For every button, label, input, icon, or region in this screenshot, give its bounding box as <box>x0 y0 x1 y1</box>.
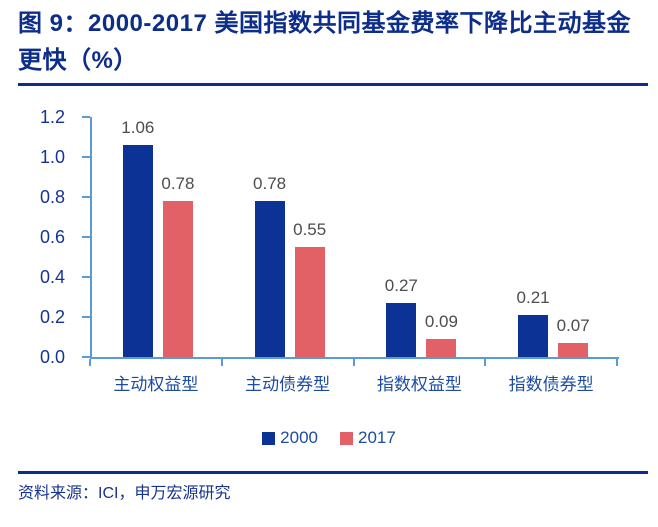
bar-value-label: 1.06 <box>121 118 155 137</box>
x-axis-label: 主动债券型 <box>245 375 331 394</box>
y-tick-mark <box>82 356 90 358</box>
x-axis-label: 指数权益型 <box>376 375 462 394</box>
legend-label-2000: 2000 <box>280 428 318 447</box>
x-tick-mark <box>484 359 486 366</box>
title-divider <box>18 83 648 86</box>
x-axis-label: 指数债券型 <box>508 375 594 394</box>
y-tick-label: 0.0 <box>39 347 65 367</box>
bar-value-label: 0.55 <box>293 220 327 239</box>
bar-column: 0.21 <box>517 288 550 357</box>
x-tick-mark <box>616 359 618 366</box>
x-axis-labels: 主动权益型 主动债券型 指数权益型 指数债券型 <box>90 370 617 395</box>
bar-column: 1.06 <box>121 118 154 357</box>
y-tick-mark <box>82 236 90 238</box>
bar-2000 <box>518 315 549 357</box>
bar-groups: 1.06 0.78 0.78 0.55 0.27 0.09 0.21 0.07 <box>92 117 619 357</box>
bar-column: 0.78 <box>161 174 194 357</box>
y-tick-mark <box>82 196 90 198</box>
bar-value-label: 0.78 <box>253 174 287 193</box>
bar-2017 <box>162 201 193 357</box>
y-tick-mark <box>82 276 90 278</box>
bar-column: 0.09 <box>425 312 458 357</box>
legend-item-2000: 2000 <box>262 428 318 448</box>
figure-title: 图 9：2000-2017 美国指数共同基金费率下降比主动基金更快（%） <box>18 10 631 74</box>
y-tick-label: 0.4 <box>39 267 65 287</box>
bar-group: 0.27 0.09 <box>356 276 488 357</box>
plot-area: 1.06 0.78 0.78 0.55 0.27 0.09 0.21 0.07 <box>90 117 619 359</box>
bar-group: 0.78 0.55 <box>224 174 356 357</box>
bar-2000 <box>254 201 285 357</box>
x-axis-label: 主动权益型 <box>113 375 199 394</box>
y-tick-label: 0.2 <box>39 307 65 327</box>
bar-group: 0.21 0.07 <box>487 288 619 357</box>
bar-value-label: 0.07 <box>556 316 590 335</box>
y-tick-label: 1.2 <box>39 107 65 127</box>
y-tick-mark <box>82 156 90 158</box>
bar-value-label: 0.09 <box>424 312 458 331</box>
legend: 2000 2017 <box>0 428 658 448</box>
bar-value-label: 0.78 <box>161 174 195 193</box>
source-note: 资料来源：ICI，申万宏源研究 <box>18 485 231 502</box>
y-tick-label: 0.8 <box>39 187 65 207</box>
y-tick-mark <box>82 316 90 318</box>
legend-swatch-2000 <box>262 431 276 445</box>
bar-2017 <box>558 343 589 357</box>
y-tick-label: 0.6 <box>39 227 65 247</box>
bar-value-label: 0.21 <box>516 288 550 307</box>
bar-2017 <box>294 247 325 357</box>
legend-label-2017: 2017 <box>358 428 396 447</box>
bar-group: 1.06 0.78 <box>92 118 224 357</box>
y-tick-mark <box>82 116 90 118</box>
bar-column: 0.55 <box>293 220 326 357</box>
x-tick-mark <box>89 359 91 366</box>
bar-column: 0.07 <box>557 316 590 357</box>
bar-chart: 1.2 1.0 0.8 0.6 0.4 0.2 0.0 1.06 0.78 0.78 0.55 0.… <box>0 100 658 460</box>
legend-item-2017: 2017 <box>340 428 396 448</box>
bar-value-label: 0.27 <box>384 276 418 295</box>
bar-column: 0.78 <box>253 174 286 357</box>
x-tick-mark <box>353 359 355 366</box>
footer-divider <box>18 471 648 474</box>
bar-2000 <box>386 303 417 357</box>
legend-swatch-2017 <box>340 431 353 445</box>
y-tick-label: 1.0 <box>39 147 65 167</box>
x-tick-mark <box>221 359 223 366</box>
bar-2000 <box>122 145 153 357</box>
bar-column: 0.27 <box>385 276 418 357</box>
bar-2017 <box>426 339 457 357</box>
